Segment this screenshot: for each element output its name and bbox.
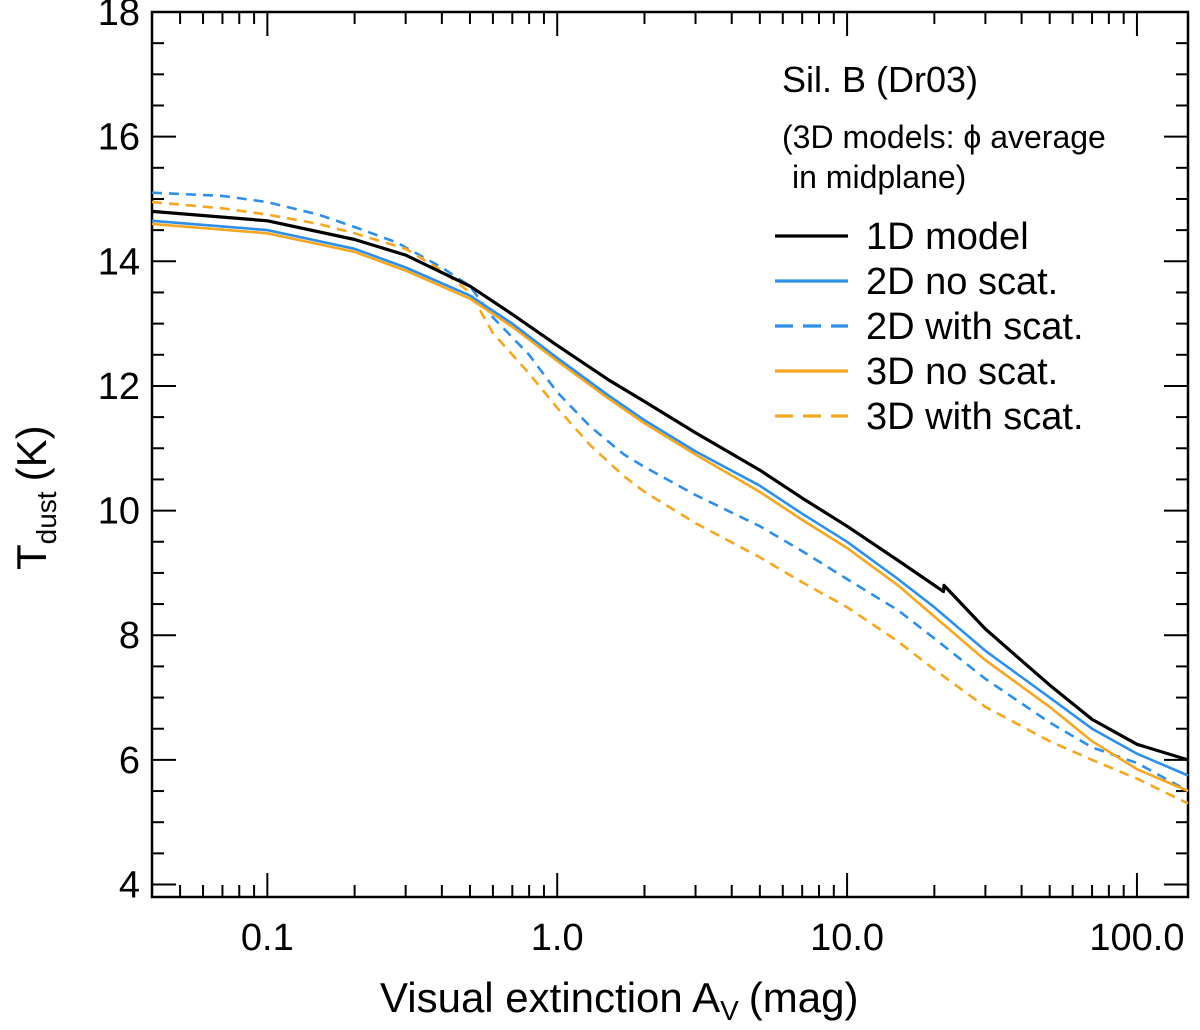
y-axis-title: Tdust(K): [8, 425, 62, 570]
material-annotation: Sil. B (Dr03): [782, 59, 978, 100]
plot-frame: [150, 10, 1190, 899]
x-tick-label: 10.0: [810, 917, 884, 959]
y-tick-label: 10: [98, 491, 140, 533]
x-tick-label: 1.0: [531, 917, 584, 959]
y-tick-label: 6: [119, 740, 140, 782]
series-line-3d-no-scat-: [151, 222, 1189, 793]
series-line-1d-model: [151, 209, 1189, 762]
y-tick-label: 18: [98, 0, 140, 34]
legend-label: 3D no scat.: [866, 351, 1058, 393]
y-tick-label: 16: [98, 117, 140, 159]
axis-ticks: 0.1 1.0 10.0 100.0 4 6 8 10 12 14 16 18: [98, 0, 1188, 959]
y-tick-label: 4: [119, 865, 140, 907]
y-tick-label: 8: [119, 615, 140, 657]
series-line-2d-no-scat-: [151, 219, 1189, 777]
legend-label: 1D model: [866, 216, 1029, 258]
series-layer: [151, 191, 1189, 805]
y-tick-label: 12: [98, 366, 140, 408]
series-line-3d-with-scat-: [151, 200, 1189, 805]
x-tick-label: 0.1: [241, 917, 294, 959]
series-line-2d-with-scat-: [151, 191, 1189, 793]
legend-label: 2D with scat.: [866, 306, 1084, 348]
note-line-1: (3D models: ϕ average: [782, 119, 1106, 155]
legend-label: 3D with scat.: [866, 396, 1084, 438]
y-tick-label: 14: [98, 241, 140, 283]
x-tick-label: 100.0: [1089, 917, 1184, 959]
x-axis-title: Visual extinction AV (mag): [380, 974, 858, 1026]
note-line-2: in midplane): [792, 159, 966, 195]
legend-label: 2D no scat.: [866, 261, 1058, 303]
